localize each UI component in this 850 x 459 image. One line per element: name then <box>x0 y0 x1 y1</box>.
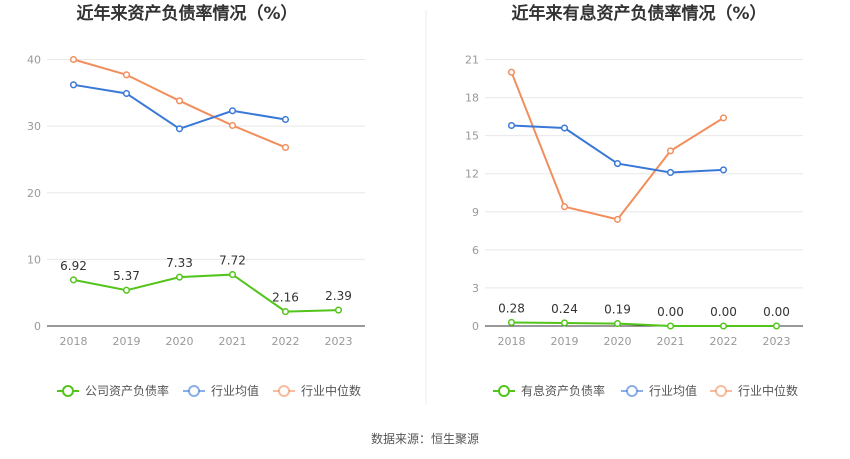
data-label: 0.00 <box>710 305 737 319</box>
data-point <box>175 273 184 281</box>
data-label: 0.28 <box>498 301 525 315</box>
data-point <box>772 322 781 330</box>
legend-marker <box>62 385 74 397</box>
data-point <box>175 97 184 105</box>
legend-label: 行业均值 <box>211 383 259 398</box>
data-point <box>560 124 569 132</box>
legend-label: 行业均值 <box>649 383 697 398</box>
x-tick-label: 2018 <box>60 335 88 348</box>
data-point <box>507 318 516 326</box>
data-point <box>281 143 290 151</box>
data-point <box>228 121 237 130</box>
x-tick-label: 2020 <box>604 335 632 348</box>
data-point <box>666 322 675 330</box>
legend-item[interactable]: 行业均值 <box>621 383 697 398</box>
data-point <box>507 68 516 76</box>
legend-item[interactable]: 行业中位数 <box>273 383 361 398</box>
data-point <box>175 125 184 133</box>
series-line <box>511 321 777 327</box>
y-tick-label: 15 <box>465 130 479 143</box>
x-tick-label: 2021 <box>657 335 685 348</box>
data-point <box>719 114 728 122</box>
legend-item[interactable]: 有息资产负债率 <box>493 383 605 398</box>
data-point <box>122 286 131 294</box>
data-point <box>507 121 516 130</box>
data-label: 0.00 <box>763 305 790 319</box>
data-point <box>719 166 728 174</box>
data-label: 7.33 <box>166 256 193 270</box>
chart-debt-ratio: 近年来资产负债率情况（%） 0 10 20 30 40 2018 2019 2020 2021 20… <box>27 3 365 398</box>
legend-item[interactable]: 行业均值 <box>183 383 259 398</box>
y-tick-label: 40 <box>27 54 41 67</box>
x-tick-label: 2021 <box>219 335 247 348</box>
y-tick-label: 9 <box>472 206 479 219</box>
x-tick-label: 2019 <box>113 335 141 348</box>
y-tick-label: 21 <box>465 54 479 67</box>
source-label: 数据来源：恒生聚源 <box>371 431 479 446</box>
data-label: 0.00 <box>657 305 684 319</box>
series-line <box>73 273 339 313</box>
data-point <box>719 322 728 330</box>
x-tick-label: 2023 <box>763 335 791 348</box>
legend-label: 行业中位数 <box>738 383 798 398</box>
y-tick-label: 30 <box>27 120 41 133</box>
x-tick-label: 2023 <box>325 335 353 348</box>
data-point <box>228 107 237 115</box>
data-point <box>281 308 290 316</box>
data-point <box>560 319 569 327</box>
data-label: 7.72 <box>219 254 246 268</box>
data-point <box>666 147 675 155</box>
data-point <box>122 89 131 98</box>
data-point <box>69 55 78 64</box>
data-point <box>666 168 675 176</box>
legend-marker <box>626 385 638 397</box>
x-tick-label: 2018 <box>498 335 526 348</box>
legend-label: 公司资产负债率 <box>85 383 169 398</box>
data-point <box>560 203 569 211</box>
data-point <box>281 115 290 124</box>
data-point <box>334 306 343 314</box>
y-tick-label: 3 <box>472 282 479 295</box>
y-tick-label: 18 <box>465 92 479 105</box>
series-line <box>510 71 725 221</box>
y-tick-label: 10 <box>27 253 41 266</box>
legend-marker <box>715 385 727 397</box>
data-point <box>69 276 78 284</box>
x-tick-label: 2020 <box>166 335 194 348</box>
data-label: 0.19 <box>604 303 631 317</box>
x-tick-label: 2022 <box>272 335 300 348</box>
legend-item[interactable]: 公司资产负债率 <box>57 383 169 398</box>
series-line <box>73 83 286 130</box>
data-point <box>613 160 622 168</box>
legend-marker <box>498 385 510 397</box>
data-point <box>613 320 622 328</box>
y-tick-label: 12 <box>465 168 479 181</box>
data-point <box>613 215 622 223</box>
y-tick-label: 0 <box>34 320 41 333</box>
chart-interest-debt-ratio: 近年来有息资产负债率情况（%） 0 3 6 9 12 15 18 21 2018 2019 2020 2… <box>465 3 803 398</box>
y-tick-label: 20 <box>27 187 41 200</box>
x-tick-label: 2019 <box>551 335 579 348</box>
data-label: 0.24 <box>551 302 578 316</box>
x-tick-label: 2022 <box>710 335 738 348</box>
data-label: 2.16 <box>272 291 299 305</box>
y-tick-label: 0 <box>472 320 479 333</box>
y-tick-label: 6 <box>472 244 479 257</box>
legend-label: 行业中位数 <box>301 383 361 398</box>
legend-marker <box>188 385 200 397</box>
data-label: 2.39 <box>325 289 352 303</box>
data-label: 6.92 <box>60 259 87 273</box>
data-point <box>122 71 131 79</box>
chart-title: 近年来资产负债率情况（%） <box>76 3 297 24</box>
legend-label: 有息资产负债率 <box>521 383 605 398</box>
legend-item[interactable]: 行业中位数 <box>710 383 798 398</box>
data-label: 5.37 <box>113 269 140 283</box>
data-point <box>228 271 237 279</box>
data-point <box>69 81 78 89</box>
legend-marker <box>278 385 290 397</box>
chart-title: 近年来有息资产负债率情况（%） <box>511 3 766 24</box>
